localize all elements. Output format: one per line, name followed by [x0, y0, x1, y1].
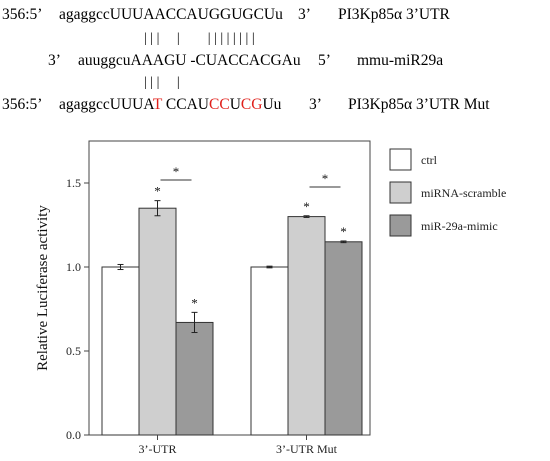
row2-label: mmu-miR29a — [357, 52, 444, 69]
x-tick-label-1: 3’-UTR Mut — [276, 442, 338, 456]
row3-seq-lower: agaggcc — [59, 96, 110, 113]
y-tick-label-1: 0.5 — [66, 344, 81, 358]
significance-star-0-2: * — [191, 295, 198, 310]
row2-start: 3’ — [48, 52, 61, 69]
row2-seq-lower: auuggcu — [78, 52, 131, 69]
row2-sequence: auuggcuAAAGU -CUACCACGAu — [78, 52, 301, 70]
row3-mutation-2: CC — [209, 96, 230, 113]
row2-seq-a: AAAGU — [130, 52, 187, 69]
row2-seq-b: -CUACCACGA — [190, 52, 293, 69]
legend-label-2: miR-29a-mimic — [421, 219, 498, 233]
row3-seq-part1: UUUA — [109, 96, 153, 113]
row1-label: PI3Kp85α 3’UTR — [338, 6, 450, 23]
row3-seq-part4: U — [262, 96, 274, 113]
row3-mutation-1: T — [152, 96, 163, 113]
x-tick-label-0: 3’-UTR — [139, 442, 177, 456]
y-tick-label-0: 0.0 — [66, 428, 81, 442]
significance-star-0-1: * — [154, 184, 161, 199]
y-tick-label-3: 1.5 — [66, 176, 81, 190]
row1-sequence: agaggccUUUAACCAUGGUGCUu — [59, 6, 283, 24]
bar-1-2 — [324, 241, 363, 436]
row3-end: 3’ — [309, 96, 322, 113]
plot-frame — [88, 140, 371, 436]
y-tick-label-2: 1.0 — [66, 260, 81, 274]
legend-swatch-1 — [389, 181, 412, 204]
comparison-star-1: * — [322, 171, 329, 186]
row1-seq-end: u — [275, 6, 283, 23]
legend-label-1: miRNA-scramble — [421, 186, 506, 200]
row1-seq-lower: agaggcc — [59, 6, 110, 23]
bar-1-1 — [287, 216, 326, 436]
row3-seq-part2: CCAU — [162, 96, 209, 113]
significance-star-1-2: * — [340, 224, 347, 239]
y-axis-label: Relative Luciferase activity — [35, 205, 51, 371]
legend-swatch-2 — [389, 214, 412, 237]
row3-sequence: agaggccUUUAT CCAUCCUCGUu — [59, 96, 281, 114]
pairing-lines-1: | | | | | | | | | | | | — [144, 31, 255, 46]
row3-mutation-3: CG — [240, 96, 263, 113]
row3-position: 356:5’ — [2, 96, 43, 113]
bar-0-2 — [175, 321, 214, 436]
row2-seq-end: u — [292, 52, 301, 69]
bar-1-0 — [250, 266, 289, 436]
row1-position: 356:5’ — [2, 6, 43, 23]
bar-0-1 — [138, 207, 177, 436]
row3-seq-end: u — [273, 96, 282, 113]
bar-0-0 — [101, 266, 140, 436]
row2-end: 5’ — [318, 52, 331, 69]
comparison-star-0: * — [173, 164, 180, 179]
legend-swatch-0 — [389, 148, 412, 171]
row1-end: 3’ — [298, 6, 311, 23]
row1-seq-upper: UUUAACCAUGGUGCU — [109, 6, 276, 23]
significance-star-1-1: * — [303, 199, 310, 214]
legend-label-0: ctrl — [421, 153, 438, 167]
row3-label: PI3Kp85α 3’UTR Mut — [348, 96, 490, 113]
row3-seq-part3: U — [229, 96, 241, 113]
pairing-lines-2: | | | | — [144, 75, 180, 90]
